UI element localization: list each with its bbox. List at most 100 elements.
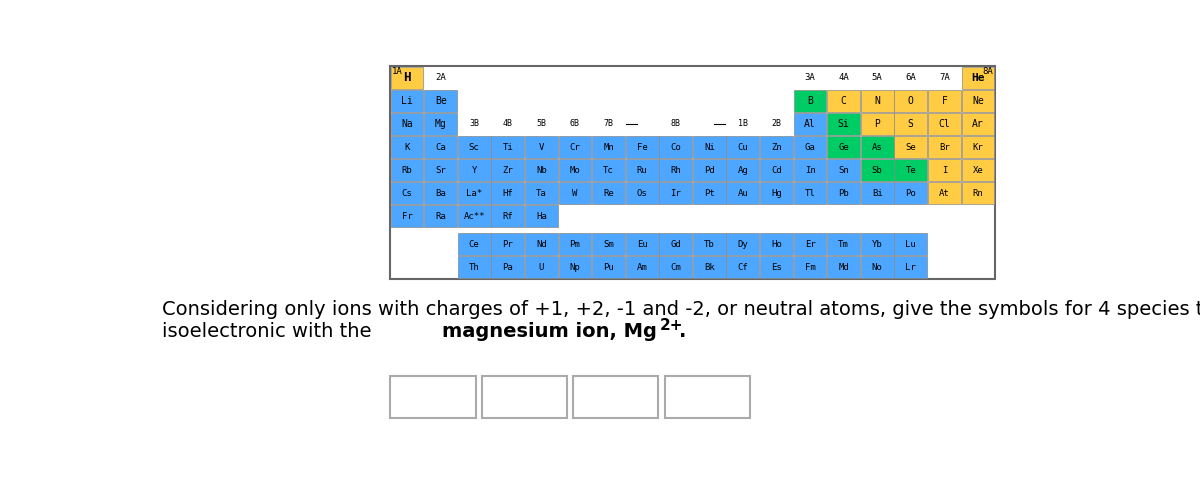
- Text: He: He: [971, 72, 985, 83]
- Text: 1A: 1A: [391, 67, 402, 76]
- Bar: [793, 233, 827, 255]
- Bar: [491, 159, 524, 182]
- Bar: [524, 256, 558, 278]
- Text: Pt: Pt: [704, 188, 715, 198]
- Text: Rn: Rn: [972, 188, 983, 198]
- Bar: [390, 66, 995, 278]
- Text: Np: Np: [570, 262, 581, 272]
- Text: 4A: 4A: [839, 73, 850, 82]
- Bar: [692, 136, 726, 158]
- Bar: [827, 233, 860, 255]
- Text: Tc: Tc: [604, 166, 614, 174]
- Text: C: C: [841, 96, 846, 106]
- Text: F: F: [942, 96, 947, 106]
- Bar: [659, 136, 692, 158]
- Text: 4B: 4B: [503, 120, 512, 128]
- Bar: [391, 90, 424, 112]
- Text: Cd: Cd: [772, 166, 782, 174]
- Bar: [894, 159, 928, 182]
- Text: Na: Na: [401, 119, 413, 129]
- Text: 6A: 6A: [906, 73, 916, 82]
- Text: 3B: 3B: [469, 120, 479, 128]
- Text: At: At: [940, 188, 949, 198]
- Bar: [391, 159, 424, 182]
- Bar: [524, 233, 558, 255]
- Text: Bi: Bi: [872, 188, 882, 198]
- Text: Pb: Pb: [839, 188, 850, 198]
- Bar: [760, 136, 793, 158]
- Text: Cf: Cf: [738, 262, 749, 272]
- Text: Ba: Ba: [436, 188, 446, 198]
- Text: As: As: [872, 142, 882, 152]
- Bar: [961, 66, 995, 89]
- Bar: [860, 136, 894, 158]
- Bar: [391, 136, 424, 158]
- Bar: [726, 136, 760, 158]
- Text: magnesium ion, Mg: magnesium ion, Mg: [443, 322, 658, 341]
- Text: Be: Be: [434, 96, 446, 106]
- Text: Sb: Sb: [872, 166, 882, 174]
- Text: P: P: [875, 119, 880, 129]
- Bar: [665, 376, 750, 418]
- Text: Lr: Lr: [906, 262, 916, 272]
- Bar: [524, 159, 558, 182]
- Bar: [726, 159, 760, 182]
- Text: Si: Si: [838, 119, 850, 129]
- Bar: [827, 159, 860, 182]
- Bar: [860, 182, 894, 204]
- Bar: [625, 136, 659, 158]
- Text: Co: Co: [671, 142, 682, 152]
- Bar: [860, 256, 894, 278]
- Text: Sm: Sm: [604, 240, 614, 248]
- Text: Nb: Nb: [536, 166, 547, 174]
- Text: Y: Y: [472, 166, 476, 174]
- Bar: [692, 159, 726, 182]
- Text: Ge: Ge: [839, 142, 850, 152]
- Bar: [760, 159, 793, 182]
- Bar: [425, 112, 457, 135]
- Bar: [860, 159, 894, 182]
- Bar: [760, 233, 793, 255]
- Text: 5B: 5B: [536, 120, 546, 128]
- Text: Au: Au: [738, 188, 749, 198]
- Text: Ta: Ta: [536, 188, 547, 198]
- Bar: [425, 205, 457, 228]
- Bar: [592, 159, 625, 182]
- Bar: [458, 256, 491, 278]
- Text: Cl: Cl: [938, 119, 950, 129]
- Bar: [793, 90, 827, 112]
- Text: O: O: [908, 96, 913, 106]
- Bar: [827, 136, 860, 158]
- Bar: [659, 256, 692, 278]
- Text: V: V: [539, 142, 544, 152]
- Text: H: H: [403, 71, 410, 84]
- Bar: [524, 205, 558, 228]
- Text: Considering only ions with charges of +1, +2, -1 and -2, or neutral atoms, give : Considering only ions with charges of +1…: [162, 300, 1200, 319]
- Text: Ho: Ho: [772, 240, 782, 248]
- Text: Ar: Ar: [972, 119, 984, 129]
- Text: U: U: [539, 262, 544, 272]
- Text: Tm: Tm: [839, 240, 850, 248]
- Text: 2A: 2A: [436, 73, 446, 82]
- Text: S: S: [908, 119, 913, 129]
- Text: Cr: Cr: [570, 142, 581, 152]
- Bar: [625, 256, 659, 278]
- Text: Fr: Fr: [402, 212, 413, 221]
- Text: K: K: [404, 142, 409, 152]
- Text: Ti: Ti: [503, 142, 514, 152]
- Bar: [894, 182, 928, 204]
- Bar: [726, 182, 760, 204]
- Bar: [558, 256, 592, 278]
- Text: 7B: 7B: [604, 120, 613, 128]
- Bar: [793, 256, 827, 278]
- Text: Ru: Ru: [637, 166, 648, 174]
- Text: Po: Po: [906, 188, 916, 198]
- Text: Sr: Sr: [436, 166, 446, 174]
- Text: Lu: Lu: [906, 240, 916, 248]
- Text: Sn: Sn: [839, 166, 850, 174]
- Text: Bk: Bk: [704, 262, 715, 272]
- Bar: [827, 112, 860, 135]
- Bar: [894, 90, 928, 112]
- Text: Re: Re: [604, 188, 614, 198]
- Bar: [894, 256, 928, 278]
